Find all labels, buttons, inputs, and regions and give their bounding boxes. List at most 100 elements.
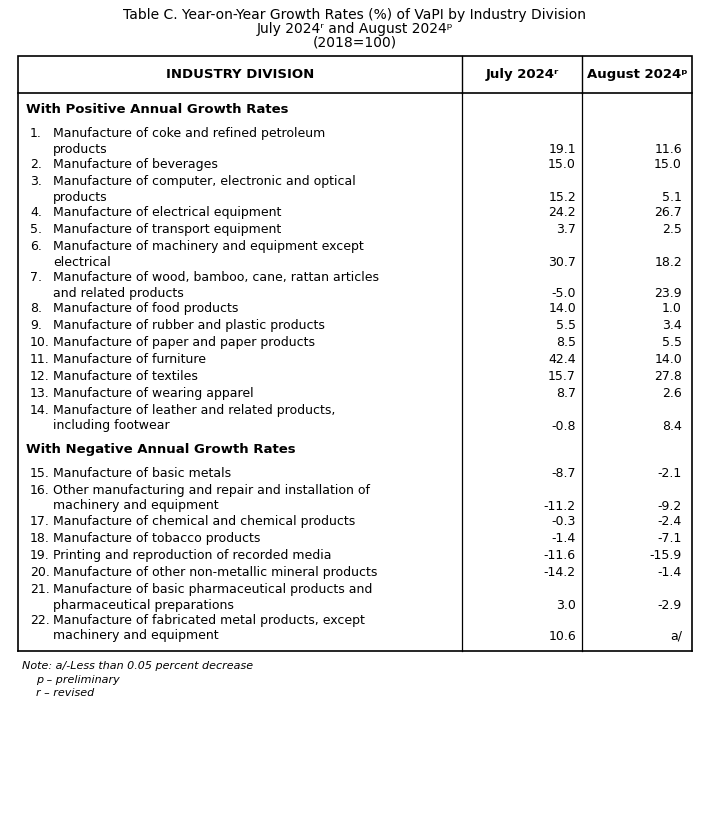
Text: 17.: 17.: [30, 515, 50, 528]
Text: Manufacture of basic metals: Manufacture of basic metals: [53, 467, 231, 480]
Text: -11.2: -11.2: [544, 500, 576, 513]
Text: pharmaceutical preparations: pharmaceutical preparations: [53, 599, 234, 612]
Text: (2018=100): (2018=100): [313, 36, 396, 50]
Text: INDUSTRY DIVISION: INDUSTRY DIVISION: [166, 68, 314, 81]
Text: electrical: electrical: [53, 255, 111, 268]
Text: Manufacture of food products: Manufacture of food products: [53, 302, 238, 315]
Text: 22.: 22.: [30, 614, 50, 627]
Text: -14.2: -14.2: [544, 566, 576, 580]
Text: Printing and reproduction of recorded media: Printing and reproduction of recorded me…: [53, 549, 332, 562]
Text: -5.0: -5.0: [552, 287, 576, 300]
Text: 15.: 15.: [30, 467, 50, 480]
Text: 15.0: 15.0: [548, 158, 576, 172]
Text: July 2024ʳ: July 2024ʳ: [486, 68, 559, 81]
Text: 26.7: 26.7: [654, 206, 682, 219]
Text: Manufacture of basic pharmaceutical products and: Manufacture of basic pharmaceutical prod…: [53, 583, 372, 596]
Text: including footwear: including footwear: [53, 420, 169, 433]
Text: Manufacture of computer, electronic and optical: Manufacture of computer, electronic and …: [53, 175, 356, 188]
Text: 1.: 1.: [30, 127, 42, 140]
Text: 27.8: 27.8: [654, 370, 682, 383]
Text: Manufacture of electrical equipment: Manufacture of electrical equipment: [53, 206, 281, 219]
Text: 2.6: 2.6: [662, 388, 682, 401]
Text: Manufacture of coke and refined petroleum: Manufacture of coke and refined petroleu…: [53, 127, 325, 140]
Text: Manufacture of tobacco products: Manufacture of tobacco products: [53, 532, 260, 545]
Text: 9.: 9.: [30, 319, 42, 332]
Text: Manufacture of chemical and chemical products: Manufacture of chemical and chemical pro…: [53, 515, 355, 528]
Text: products: products: [53, 190, 108, 204]
Text: -11.6: -11.6: [544, 549, 576, 562]
Text: August 2024ᵖ: August 2024ᵖ: [586, 68, 687, 81]
Text: products: products: [53, 143, 108, 155]
Text: 11.: 11.: [30, 353, 50, 366]
Text: Manufacture of rubber and plastic products: Manufacture of rubber and plastic produc…: [53, 319, 325, 332]
Text: 15.2: 15.2: [548, 191, 576, 204]
Text: Manufacture of machinery and equipment except: Manufacture of machinery and equipment e…: [53, 240, 364, 253]
Text: -0.8: -0.8: [552, 420, 576, 433]
Text: Manufacture of leather and related products,: Manufacture of leather and related produ…: [53, 404, 335, 417]
Text: 10.: 10.: [30, 336, 50, 349]
Text: 10.6: 10.6: [548, 630, 576, 643]
Text: 21.: 21.: [30, 583, 50, 596]
Text: Manufacture of textiles: Manufacture of textiles: [53, 370, 198, 383]
Text: -7.1: -7.1: [658, 533, 682, 545]
Text: 14.: 14.: [30, 404, 50, 417]
Text: 7.: 7.: [30, 271, 42, 284]
Text: 42.4: 42.4: [548, 354, 576, 366]
Text: 19.: 19.: [30, 549, 50, 562]
Text: -1.4: -1.4: [552, 533, 576, 545]
Text: 16.: 16.: [30, 484, 50, 497]
Text: machinery and equipment: machinery and equipment: [53, 499, 218, 512]
Text: -2.4: -2.4: [658, 516, 682, 529]
Text: 5.5: 5.5: [662, 337, 682, 350]
Text: 2.: 2.: [30, 158, 42, 171]
Text: Table C. Year-on-Year Growth Rates (%) of VaPI by Industry Division: Table C. Year-on-Year Growth Rates (%) o…: [123, 8, 586, 22]
Text: 3.0: 3.0: [556, 599, 576, 612]
Text: Manufacture of paper and paper products: Manufacture of paper and paper products: [53, 336, 315, 349]
Text: 14.0: 14.0: [654, 354, 682, 366]
Text: With Negative Annual Growth Rates: With Negative Annual Growth Rates: [26, 443, 296, 456]
Text: r – revised: r – revised: [36, 688, 94, 698]
Text: -2.9: -2.9: [658, 599, 682, 612]
Text: 5.5: 5.5: [556, 319, 576, 333]
Text: 1.0: 1.0: [662, 302, 682, 315]
Text: Manufacture of wood, bamboo, cane, rattan articles: Manufacture of wood, bamboo, cane, ratta…: [53, 271, 379, 284]
Text: -8.7: -8.7: [552, 467, 576, 480]
Text: 14.0: 14.0: [548, 302, 576, 315]
Text: 20.: 20.: [30, 566, 50, 579]
Text: 24.2: 24.2: [548, 206, 576, 219]
Text: Manufacture of fabricated metal products, except: Manufacture of fabricated metal products…: [53, 614, 365, 627]
Text: 6.: 6.: [30, 240, 42, 253]
Text: 4.: 4.: [30, 206, 42, 219]
Text: -9.2: -9.2: [658, 500, 682, 513]
Text: 3.: 3.: [30, 175, 42, 188]
Text: 2.5: 2.5: [662, 223, 682, 236]
Text: 12.: 12.: [30, 370, 50, 383]
Text: 8.: 8.: [30, 302, 42, 315]
Text: Manufacture of wearing apparel: Manufacture of wearing apparel: [53, 387, 254, 400]
Text: Manufacture of other non-metallic mineral products: Manufacture of other non-metallic minera…: [53, 566, 377, 579]
Text: 30.7: 30.7: [548, 256, 576, 269]
Text: Note: a/-Less than 0.05 percent decrease: Note: a/-Less than 0.05 percent decrease: [22, 661, 253, 671]
Text: Manufacture of furniture: Manufacture of furniture: [53, 353, 206, 366]
Text: 8.7: 8.7: [556, 388, 576, 401]
Text: 5.: 5.: [30, 223, 42, 236]
Text: Manufacture of transport equipment: Manufacture of transport equipment: [53, 223, 281, 236]
Bar: [18, 56, 692, 93]
Text: 23.9: 23.9: [654, 287, 682, 300]
Text: Manufacture of beverages: Manufacture of beverages: [53, 158, 218, 171]
Text: 3.4: 3.4: [662, 319, 682, 333]
Text: and related products: and related products: [53, 287, 184, 300]
Text: machinery and equipment: machinery and equipment: [53, 630, 218, 643]
Text: -0.3: -0.3: [552, 516, 576, 529]
Text: With Positive Annual Growth Rates: With Positive Annual Growth Rates: [26, 103, 289, 116]
Text: 13.: 13.: [30, 387, 50, 400]
Text: Other manufacturing and repair and installation of: Other manufacturing and repair and insta…: [53, 484, 370, 497]
Text: 18.: 18.: [30, 532, 50, 545]
Text: 3.7: 3.7: [556, 223, 576, 236]
Text: a/: a/: [670, 630, 682, 643]
Text: 11.6: 11.6: [654, 143, 682, 156]
Text: July 2024ʳ and August 2024ᵖ: July 2024ʳ and August 2024ᵖ: [256, 22, 453, 36]
Text: 8.4: 8.4: [662, 420, 682, 433]
Text: 5.1: 5.1: [662, 191, 682, 204]
Text: -1.4: -1.4: [658, 566, 682, 580]
